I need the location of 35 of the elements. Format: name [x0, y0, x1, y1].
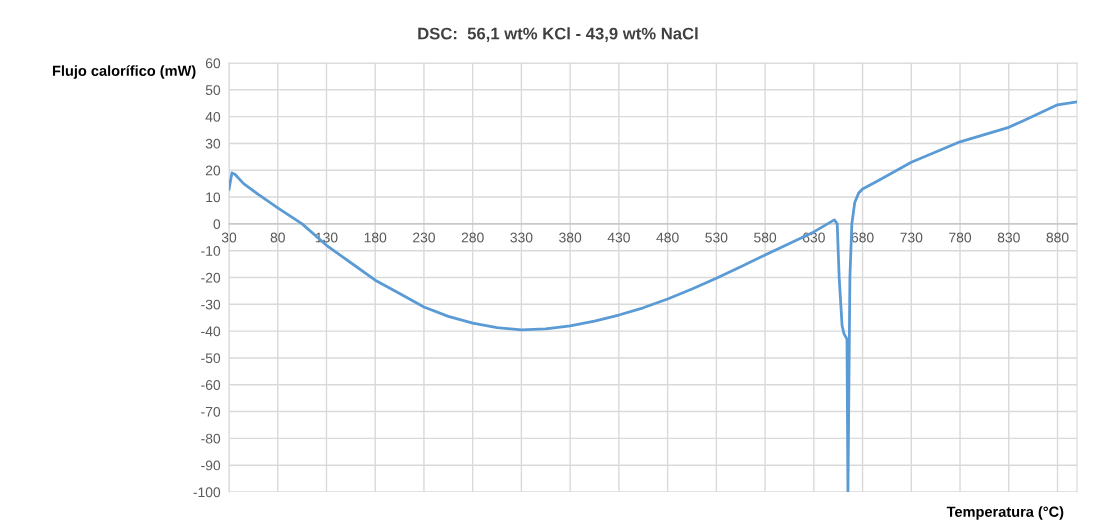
- x-tick-label: 80: [270, 232, 285, 243]
- x-tick-label: 230: [413, 232, 435, 243]
- y-tick-label: 30: [205, 138, 221, 149]
- x-tick-label: 730: [900, 232, 923, 243]
- x-tick-label: 30: [221, 232, 237, 243]
- y-tick-label: -10: [201, 246, 221, 256]
- y-tick-label: 50: [205, 85, 221, 95]
- y-tick-label: -20: [201, 272, 221, 283]
- y-tick-label: -60: [201, 380, 221, 390]
- y-tick-label: -90: [201, 460, 221, 471]
- x-tick-label: 280: [461, 232, 484, 243]
- y-tick-label: -50: [201, 353, 221, 364]
- y-tick-label: 40: [205, 111, 221, 122]
- y-tick-label: 0: [213, 219, 221, 230]
- chart-title: DSC: 56,1 wt% KCl - 43,9 wt% NaCl: [418, 27, 698, 42]
- x-tick-label: 480: [656, 232, 679, 243]
- x-tick-label: 580: [754, 232, 777, 243]
- x-tick-label: 430: [607, 232, 630, 243]
- x-tick-label: 180: [364, 232, 387, 243]
- x-tick-label: 780: [949, 232, 972, 243]
- y-tick-label: 60: [205, 58, 221, 69]
- x-tick-label: 330: [510, 232, 533, 243]
- x-axis-title: Temperatura (°C): [946, 506, 1064, 520]
- x-tick-label: 380: [559, 232, 582, 243]
- x-tick-label: 530: [705, 232, 728, 243]
- y-tick-label: 10: [206, 192, 221, 203]
- y-axis-title: Flujo calorífico (mW): [52, 65, 196, 79]
- x-tick-label: 830: [997, 232, 1020, 243]
- y-tick-label: -100: [193, 487, 221, 498]
- y-tick-label: -80: [201, 433, 221, 444]
- x-tick-label: 880: [1046, 232, 1069, 243]
- y-tick-label: -70: [201, 406, 221, 417]
- y-tick-label: -30: [201, 299, 221, 310]
- y-tick-label: 20: [205, 165, 221, 176]
- y-tick-label: -40: [201, 326, 221, 337]
